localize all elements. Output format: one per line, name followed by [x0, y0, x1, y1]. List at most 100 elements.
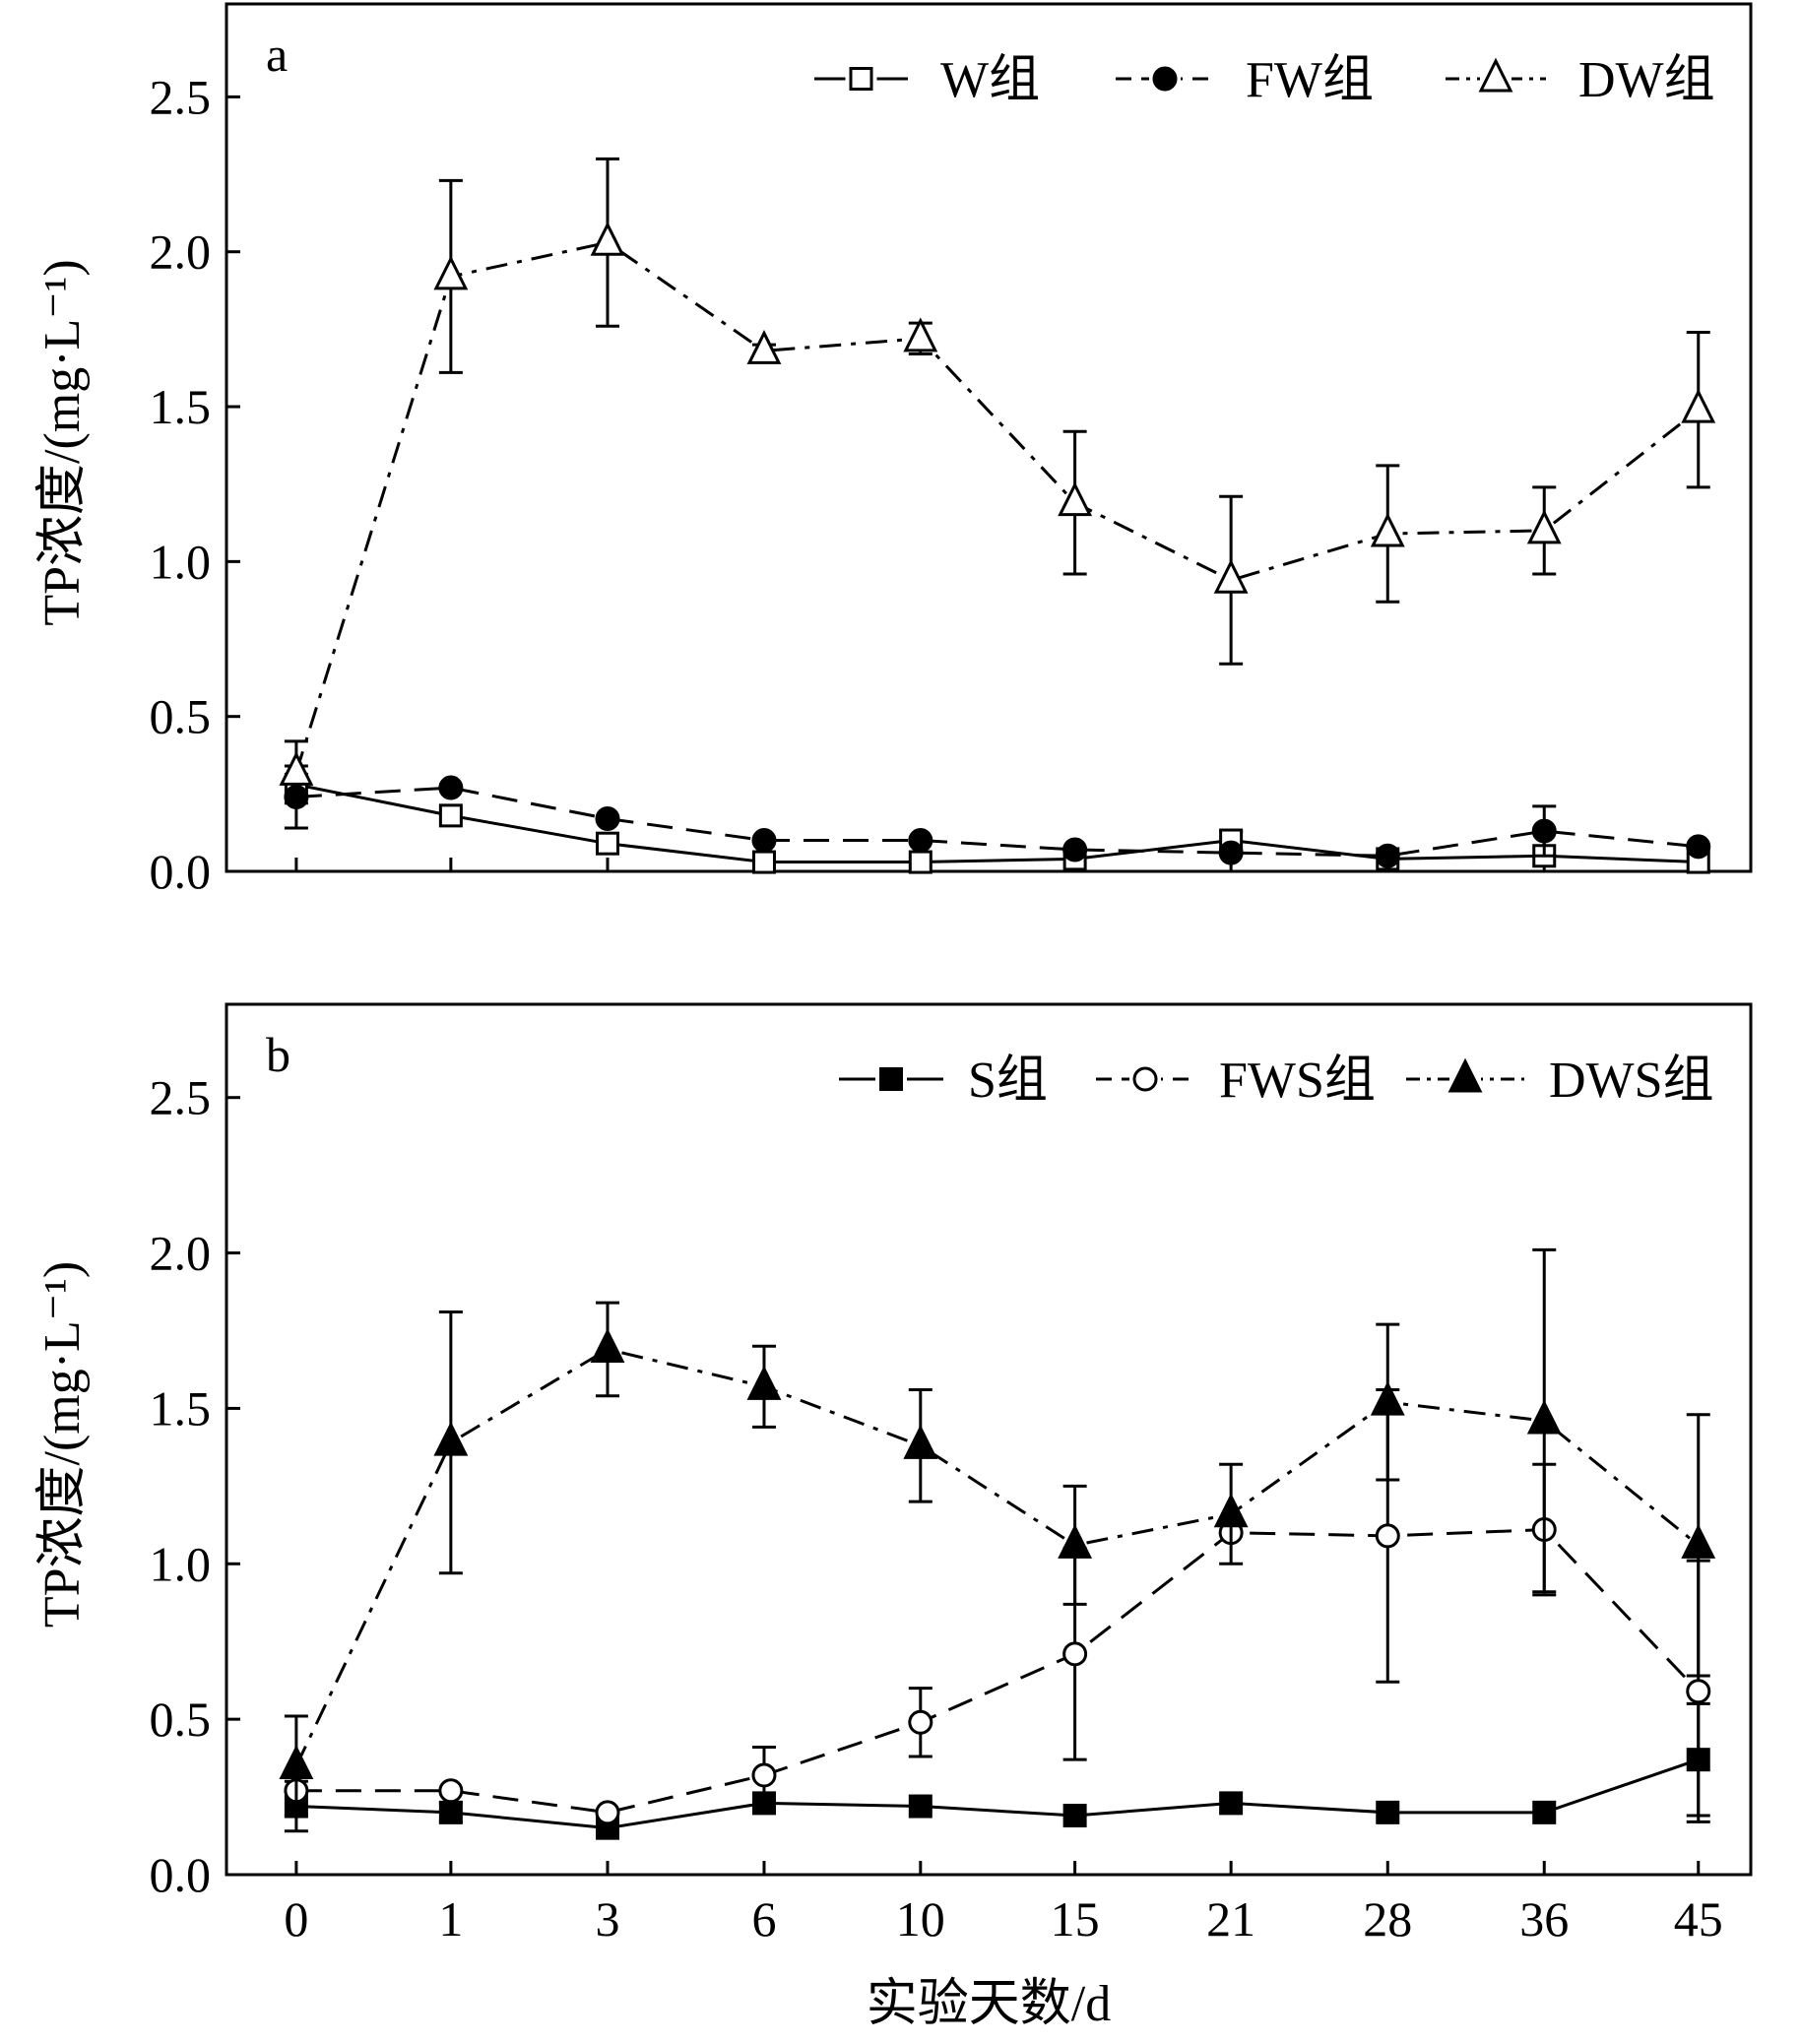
data-point: [1058, 481, 1093, 517]
y-tick-label: 2.0: [150, 224, 212, 280]
legend-entry: FW组: [1116, 52, 1374, 108]
y-tick-label: 2.0: [150, 1226, 212, 1281]
series-line: [295, 1528, 1700, 1815]
series-line: [294, 1347, 1700, 1767]
legend-label: DW组: [1578, 52, 1715, 108]
panel-b: 0.00.51.01.52.02.50 1 3 6 10 15 21 28 36 45TP浓度/(…: [34, 1002, 1753, 2032]
data-point: [1686, 834, 1711, 860]
data-point: [279, 750, 314, 786]
y-tick-label: 1.5: [150, 1380, 212, 1436]
data-point: [1058, 1523, 1093, 1559]
data-point: [1376, 1800, 1400, 1824]
data-point: [1370, 1380, 1405, 1416]
data-point: [433, 1421, 469, 1456]
legend-entry: FWS组: [1096, 1053, 1376, 1109]
y-tick-label: 1.0: [150, 1536, 212, 1591]
series-DW组: [279, 157, 1716, 805]
x-tick-label: 15: [1051, 1891, 1100, 1947]
data-point: [1375, 1523, 1400, 1549]
series-line: [295, 786, 1699, 858]
series-line: [295, 1757, 1700, 1830]
data-point: [1526, 509, 1562, 544]
panel-label: a: [266, 27, 288, 82]
legend-entry: DW组: [1446, 52, 1715, 108]
legend-marker: [1152, 66, 1178, 92]
x-tick-label: 3: [596, 1891, 620, 1947]
data-point: [1370, 512, 1405, 547]
data-point: [1531, 818, 1557, 844]
data-point: [908, 828, 933, 854]
series-FWS组: [284, 1387, 1711, 1825]
data-point: [595, 806, 620, 832]
data-point: [1062, 1804, 1087, 1828]
y-tick-label: 1.0: [150, 534, 212, 589]
y-tick-label: 0.5: [150, 1692, 212, 1747]
data-point: [903, 317, 938, 352]
legend-entry: DWS组: [1406, 1053, 1714, 1109]
panel-label: b: [266, 1027, 290, 1082]
x-tick-label: 6: [751, 1891, 776, 1947]
legend-label: DWS组: [1549, 1053, 1714, 1109]
x-tick-label: 21: [1206, 1891, 1255, 1947]
legend-entry: W组: [814, 52, 1040, 108]
data-point: [1375, 843, 1400, 868]
x-tick-label: 0: [284, 1891, 308, 1947]
data-point: [1213, 558, 1249, 594]
plot-frame: [225, 2, 1753, 873]
y-axis-title: TP浓度/(mg·L⁻¹): [34, 1261, 91, 1628]
series-line: [294, 240, 1700, 773]
data-point: [596, 831, 619, 856]
data-point: [1526, 1399, 1562, 1435]
legend-entry: S组: [839, 1053, 1048, 1109]
y-tick-label: 0.0: [150, 844, 212, 899]
data-point: [903, 1424, 938, 1459]
legend-label: S组: [968, 1053, 1048, 1109]
data-point: [1213, 1493, 1249, 1528]
x-tick-label: 28: [1363, 1891, 1412, 1947]
data-point: [908, 1709, 933, 1735]
data-point: [433, 255, 469, 290]
data-point: [1681, 1523, 1716, 1559]
legend-marker: [1132, 1066, 1158, 1092]
data-point: [1062, 1641, 1088, 1667]
y-tick-label: 0.0: [150, 1847, 212, 1902]
data-point: [746, 330, 782, 364]
series-FW组: [284, 764, 1711, 868]
data-point: [438, 1778, 464, 1804]
legend-label: W组: [940, 52, 1040, 108]
data-point: [1681, 388, 1716, 423]
legend-label: FWS组: [1219, 1053, 1376, 1109]
legend-marker: [1447, 1057, 1483, 1093]
x-axis-title: 实验天数/d: [867, 1976, 1111, 2032]
data-point: [595, 1800, 620, 1825]
y-axis-title: TP浓度/(mg·L⁻¹): [34, 259, 91, 625]
y-tick-label: 1.5: [150, 379, 212, 434]
data-point: [590, 221, 625, 256]
legend-marker: [879, 1067, 903, 1091]
data-point: [1218, 840, 1244, 865]
series-S组: [284, 1701, 1710, 1840]
y-tick-label: 0.5: [150, 689, 212, 744]
data-point: [1532, 1800, 1557, 1824]
series-DWS组: [279, 1247, 1716, 1818]
data-point: [438, 1800, 463, 1824]
y-tick-label: 2.5: [150, 1070, 212, 1125]
legend-marker: [849, 67, 873, 91]
series-W组: [284, 772, 1710, 874]
x-tick-label: 45: [1674, 1891, 1723, 1947]
data-point: [590, 1328, 625, 1363]
data-point: [1219, 1791, 1244, 1816]
y-tick-label: 2.5: [150, 69, 212, 124]
data-point: [438, 775, 464, 800]
data-point: [438, 803, 463, 828]
data-point: [746, 1365, 782, 1400]
x-tick-label: 10: [896, 1891, 945, 1947]
legend-label: FW组: [1246, 52, 1374, 108]
series-line: [295, 783, 1699, 864]
x-tick-label: 36: [1519, 1891, 1569, 1947]
data-point: [751, 850, 776, 874]
data-point: [1686, 1679, 1711, 1704]
data-point: [1062, 837, 1088, 862]
data-point: [751, 828, 777, 854]
